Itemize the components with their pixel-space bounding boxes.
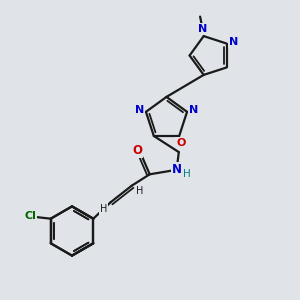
Text: Cl: Cl <box>25 211 37 221</box>
Text: H: H <box>136 186 143 196</box>
Text: N: N <box>135 105 144 115</box>
Text: H: H <box>183 169 191 179</box>
Text: O: O <box>132 144 142 158</box>
Text: O: O <box>176 138 185 148</box>
Text: N: N <box>230 37 238 47</box>
Text: N: N <box>189 105 198 115</box>
Text: H: H <box>100 204 107 214</box>
Text: N: N <box>198 24 207 34</box>
Text: N: N <box>172 163 182 176</box>
